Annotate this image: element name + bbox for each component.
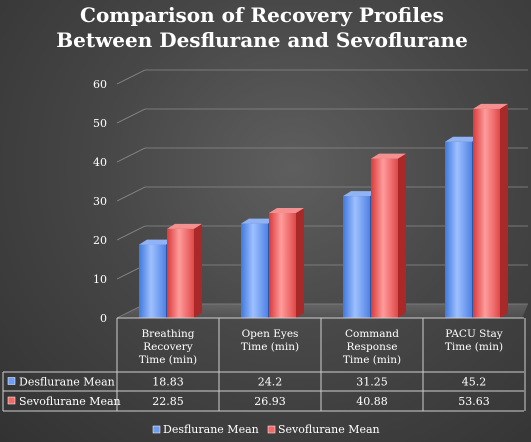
table-legend-key <box>7 396 16 405</box>
bar-top <box>241 218 276 224</box>
chart-title-line-2: Between Desflurane and Sevoflurane <box>56 28 468 52</box>
y-axis-ticks: 0 10 20 30 40 50 60 <box>93 78 107 325</box>
category-label: Breathing Recovery Time (min) <box>139 328 197 366</box>
bar-sevoflurane-1 <box>269 207 304 318</box>
floor-plane <box>117 304 528 318</box>
bar-front <box>167 228 194 318</box>
y-tick-label: 60 <box>93 78 107 91</box>
y-tick-label: 20 <box>93 234 107 247</box>
bar-side <box>500 103 508 318</box>
bar-side <box>398 153 406 318</box>
table-value: 40.88 <box>356 395 388 408</box>
bar-side <box>194 223 202 318</box>
legend-label: Sevoflurane Mean <box>278 423 380 436</box>
bar-sevoflurane-2 <box>371 153 406 318</box>
bar-top <box>371 153 406 159</box>
legend-swatch <box>152 425 161 434</box>
bar-front <box>371 158 398 318</box>
table-value: 22.85 <box>152 395 184 408</box>
legend: Desflurane Mean Sevoflurane Mean <box>152 423 380 436</box>
table-value: 53.63 <box>458 395 490 408</box>
bar-front <box>241 223 268 318</box>
category-label: Command Response Time (min) <box>343 328 401 366</box>
bar-sevoflurane-0 <box>167 223 202 318</box>
bar-front <box>343 196 370 318</box>
bar-top <box>269 207 304 213</box>
gridline-side <box>116 147 146 163</box>
table-value: 26.93 <box>254 395 286 408</box>
bar-side <box>296 207 304 318</box>
chart-floor <box>117 304 528 318</box>
y-tick-label: 50 <box>93 117 107 130</box>
gridline-side <box>116 186 146 202</box>
y-tick-label: 10 <box>93 273 107 286</box>
chart-title: Comparison of Recovery Profiles Between … <box>56 3 468 52</box>
bars <box>139 103 508 318</box>
legend-label: Desflurane Mean <box>163 423 259 436</box>
gridline-side <box>116 108 146 124</box>
y-tick-label: 30 <box>93 195 107 208</box>
legend-item: Sevoflurane Mean <box>267 423 380 436</box>
bar-sevoflurane-3 <box>473 103 508 318</box>
bar-front <box>269 212 296 318</box>
category-label: PACU Stay Time (min) <box>445 328 503 353</box>
bar-top <box>167 223 202 229</box>
gridline-side <box>116 69 146 85</box>
bar-top <box>445 136 480 142</box>
gridline-side <box>116 225 146 241</box>
table-series-name: Desflurane Mean <box>19 376 115 389</box>
bar-front <box>473 108 500 318</box>
legend-item: Desflurane Mean <box>152 423 259 436</box>
bar-top <box>139 239 174 245</box>
chart-title-line-1: Comparison of Recovery Profiles <box>80 3 444 27</box>
table-series-name: Sevoflurane Mean <box>19 395 121 408</box>
legend-swatch <box>267 425 276 434</box>
category-label: Open Eyes Time (min) <box>241 328 299 353</box>
table-value: 24.2 <box>258 376 283 389</box>
data-table: Breathing Recovery Time (min) Open Eyes Time… <box>2 317 526 412</box>
table-legend-key <box>7 377 16 385</box>
table-value: 31.25 <box>356 376 388 389</box>
y-tick-label: 40 <box>93 156 107 169</box>
bar-front <box>139 244 166 318</box>
table-value: 45.2 <box>462 376 487 389</box>
y-tick-label: 0 <box>100 312 107 325</box>
bar-front <box>445 141 472 318</box>
table-value: 18.83 <box>152 376 184 389</box>
bar-top <box>343 191 378 197</box>
bar-top <box>473 103 508 109</box>
